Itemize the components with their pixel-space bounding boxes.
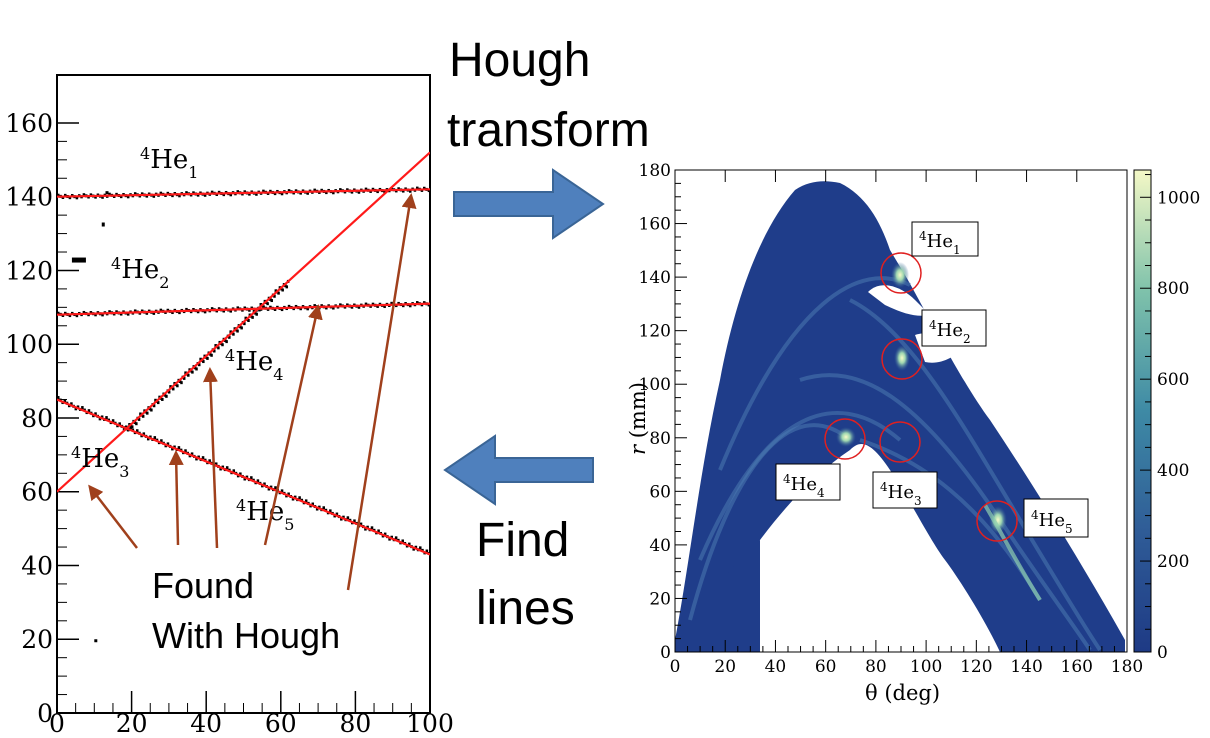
pointer-arrow-he1	[346, 193, 417, 591]
fit-line-he4	[57, 151, 430, 493]
right-x-tick-label: 180	[1111, 657, 1143, 677]
pointer-arrows	[88, 193, 417, 591]
fit-line-he5	[57, 398, 430, 556]
hough-caption-line2: transform	[447, 104, 650, 157]
svg-text:4He4: 4He4	[783, 472, 825, 500]
find-caption-line1: Find	[476, 514, 569, 567]
peak-glow-he4	[836, 427, 856, 447]
found-caption-line2: With Hough	[152, 615, 340, 656]
he5-ridge	[983, 503, 1042, 602]
left-y-tick-label: 120	[5, 256, 53, 285]
peak-glow-he1	[891, 262, 909, 288]
right-y-tick-label: 120	[639, 322, 671, 342]
pointer-arrow-he2	[263, 304, 323, 546]
right-x-tick-label: 120	[960, 657, 992, 677]
left-y-tick-label: 60	[21, 478, 53, 507]
colorbar-tick-label: 1000	[1157, 188, 1200, 208]
right-y-tick-label: 180	[639, 161, 671, 181]
y-axis-title: r (mm)	[626, 382, 650, 455]
left-y-tick-label: 160	[5, 109, 53, 138]
left-y-tick-label: 100	[5, 330, 53, 359]
transform-arrow-right	[453, 168, 605, 240]
svg-text:4He1: 4He1	[919, 229, 961, 257]
right-x-tick-label: 80	[865, 657, 887, 677]
x-axis-title: θ (deg)	[865, 681, 940, 705]
pointer-arrow-he4	[202, 367, 219, 549]
right-x-tick-label: 40	[765, 657, 787, 677]
peak-glow-he5	[989, 506, 1007, 534]
colorbar-tick-label: 800	[1157, 279, 1189, 299]
svg-text:4He2: 4He2	[929, 318, 971, 346]
peak-label-he2: 4He2	[921, 309, 987, 347]
peak-circle-he4	[824, 418, 866, 460]
right-axis-ticks: 0 20 40 60 80 100 120 140 160 180 0 20 40 60 80 100 120 1…	[639, 161, 1144, 677]
colorbar-ticks: 0 200 400 600 800 1000	[1140, 174, 1200, 663]
left-x-tick-label: 0	[49, 709, 65, 738]
svg-text:4He3: 4He3	[880, 480, 922, 508]
left-track-plot: 0 20 40 60 80 100 120 140 160 0 20 40 60 80 100 4He1 4…	[5, 74, 454, 738]
right-x-tick-label: 140	[1010, 657, 1042, 677]
left-x-tick-label: 60	[265, 709, 297, 738]
right-y-tick-label: 100	[639, 375, 671, 395]
left-y-tick-label: 140	[5, 183, 53, 212]
svg-text:4He5: 4He5	[1031, 508, 1073, 536]
pointer-arrow-he3	[88, 484, 138, 549]
track-label-he2: 4He2	[111, 254, 169, 292]
right-x-tick-label: 20	[714, 657, 736, 677]
peak-circle-he2	[881, 338, 923, 380]
left-x-tick-label: 40	[190, 709, 222, 738]
peak-label-he4: 4He4	[775, 463, 841, 501]
peak-glow-he2	[894, 345, 910, 371]
fit-line-he2	[57, 302, 430, 316]
right-y-tick-label: 20	[649, 589, 671, 609]
colorbar-tick-label: 600	[1157, 370, 1189, 390]
left-x-tick-label: 20	[116, 709, 148, 738]
peak-label-he1: 4He1	[911, 221, 979, 257]
colorbar-tick-label: 0	[1157, 643, 1168, 663]
pointer-arrow-he5	[168, 450, 184, 546]
left-axis-ticks: 0 20 40 60 80 100 120 140 160 0 20 40 60 80 100	[5, 109, 454, 738]
left-fitted-lines	[57, 151, 430, 556]
left-x-tick-label: 80	[339, 709, 371, 738]
peak-circle-he1	[880, 252, 922, 294]
accumulator-region-lower-left	[675, 540, 760, 652]
colorbar-tick-label: 400	[1157, 461, 1189, 481]
track-label-he1: 4He1	[140, 144, 198, 182]
right-y-tick-label: 60	[649, 482, 671, 502]
right-y-tick-label: 0	[660, 643, 671, 663]
right-y-tick-label: 40	[649, 536, 671, 556]
left-y-tick-label: 20	[21, 625, 53, 654]
hough-accumulator-plot: 0 20 40 60 80 100 120 140 160 180 0 20 40 60 80 100 120 1…	[626, 161, 1200, 705]
hough-sinusoid-bands	[688, 276, 1102, 652]
found-caption-line1: Found	[152, 565, 254, 606]
find-caption-line2: lines	[476, 582, 575, 635]
right-x-tick-label: 0	[670, 657, 681, 677]
right-x-tick-label: 100	[910, 657, 942, 677]
colorbar-tick-label: 200	[1157, 552, 1189, 572]
peak-label-he5: 4He5	[1023, 498, 1089, 538]
left-y-tick-label: 80	[21, 404, 53, 433]
track-label-he5: 4He5	[236, 496, 294, 534]
peak-circle-he3	[879, 421, 921, 463]
hough-caption-line1: Hough	[449, 34, 590, 87]
peak-circle-he5	[976, 500, 1018, 542]
left-y-tick-label: 40	[21, 551, 53, 580]
peak-label-he3: 4He3	[872, 471, 938, 509]
right-x-tick-label: 160	[1061, 657, 1093, 677]
track-label-he3: 4He3	[71, 443, 129, 481]
right-y-tick-label: 80	[649, 429, 671, 449]
track-label-he4: 4He4	[225, 346, 283, 384]
left-plot-frame	[56, 74, 431, 714]
left-x-tick-label: 100	[406, 709, 454, 738]
fit-line-he1	[57, 188, 430, 198]
left-y-tick-label: 0	[37, 699, 53, 728]
peak-circles	[824, 252, 1018, 542]
right-y-tick-label: 140	[639, 268, 671, 288]
right-x-tick-label: 60	[815, 657, 837, 677]
right-y-tick-label: 160	[639, 215, 671, 235]
find-lines-arrow-left	[443, 434, 594, 506]
